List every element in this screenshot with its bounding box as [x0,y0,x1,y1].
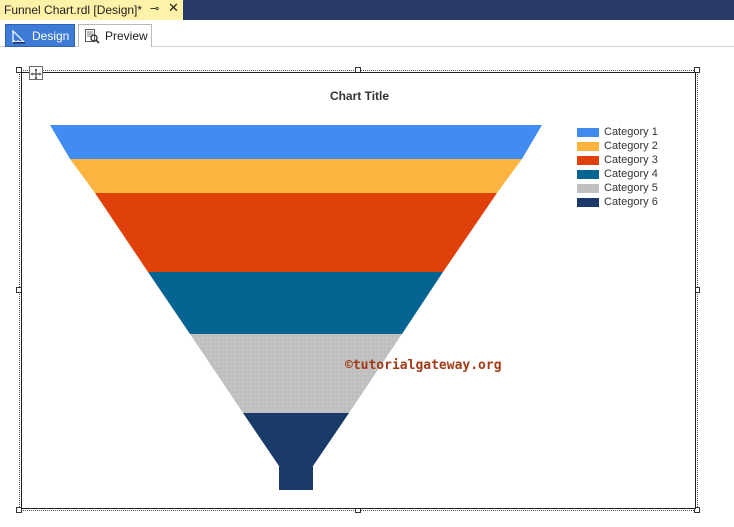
legend-item: Category 5 [577,181,658,195]
funnel-segment-category-3[interactable] [95,193,497,272]
resize-handle-bottom-left[interactable] [16,507,22,513]
chart-title[interactable]: Chart Title [329,89,390,103]
legend-label: Category 6 [604,196,658,208]
chart-legend[interactable]: Category 1 Category 2 Category 3 Categor… [577,125,658,209]
funnel-segment-category-6[interactable] [243,413,349,490]
funnel-segment-category-1[interactable] [50,125,542,159]
design-ruler-icon [12,29,26,44]
legend-swatch [577,141,599,151]
watermark: ©tutorialgateway.org [345,358,502,373]
pin-icon[interactable]: ⊸ [150,2,160,15]
legend-label: Category 4 [604,168,658,180]
legend-swatch [577,169,599,179]
funnel-segment-category-2[interactable] [70,159,522,193]
legend-label: Category 2 [604,140,658,152]
document-tab-title: Funnel Chart.rdl [Design]* [4,3,143,17]
legend-label: Category 1 [604,126,658,138]
move-handle-icon[interactable] [29,66,43,80]
legend-item: Category 2 [577,139,658,153]
document-tab[interactable]: Funnel Chart.rdl [Design]* ⊸ ✕ [0,0,183,20]
tab-preview[interactable]: Preview [78,24,152,47]
funnel-chart[interactable]: Chart Title Category 1 Category 2 Catego… [21,72,696,509]
legend-label: Category 3 [604,154,658,166]
legend-item: Category 6 [577,195,658,209]
legend-swatch [577,127,599,137]
legend-item: Category 3 [577,153,658,167]
legend-item: Category 4 [577,167,658,181]
view-toolbar: Design Preview [0,20,734,47]
tab-design-label: Design [32,28,70,43]
move-arrows-icon [30,68,42,80]
document-tab-strip: Funnel Chart.rdl [Design]* ⊸ ✕ [0,0,734,20]
resize-handle-top-right[interactable] [694,67,700,73]
close-icon[interactable]: ✕ [168,1,179,16]
legend-swatch [577,155,599,165]
funnel-segment-category-4[interactable] [148,272,443,334]
legend-label: Category 5 [604,182,658,194]
tab-design[interactable]: Design [5,24,75,47]
legend-swatch [577,197,599,207]
resize-handle-bottom-right[interactable] [694,507,700,513]
legend-swatch [577,183,599,193]
tab-preview-label: Preview [105,29,148,43]
funnel-plot [50,125,542,490]
funnel-segment-category-5[interactable] [190,334,402,413]
resize-handle-top-left[interactable] [16,67,22,73]
preview-icon [85,29,100,44]
legend-item: Category 1 [577,125,658,139]
